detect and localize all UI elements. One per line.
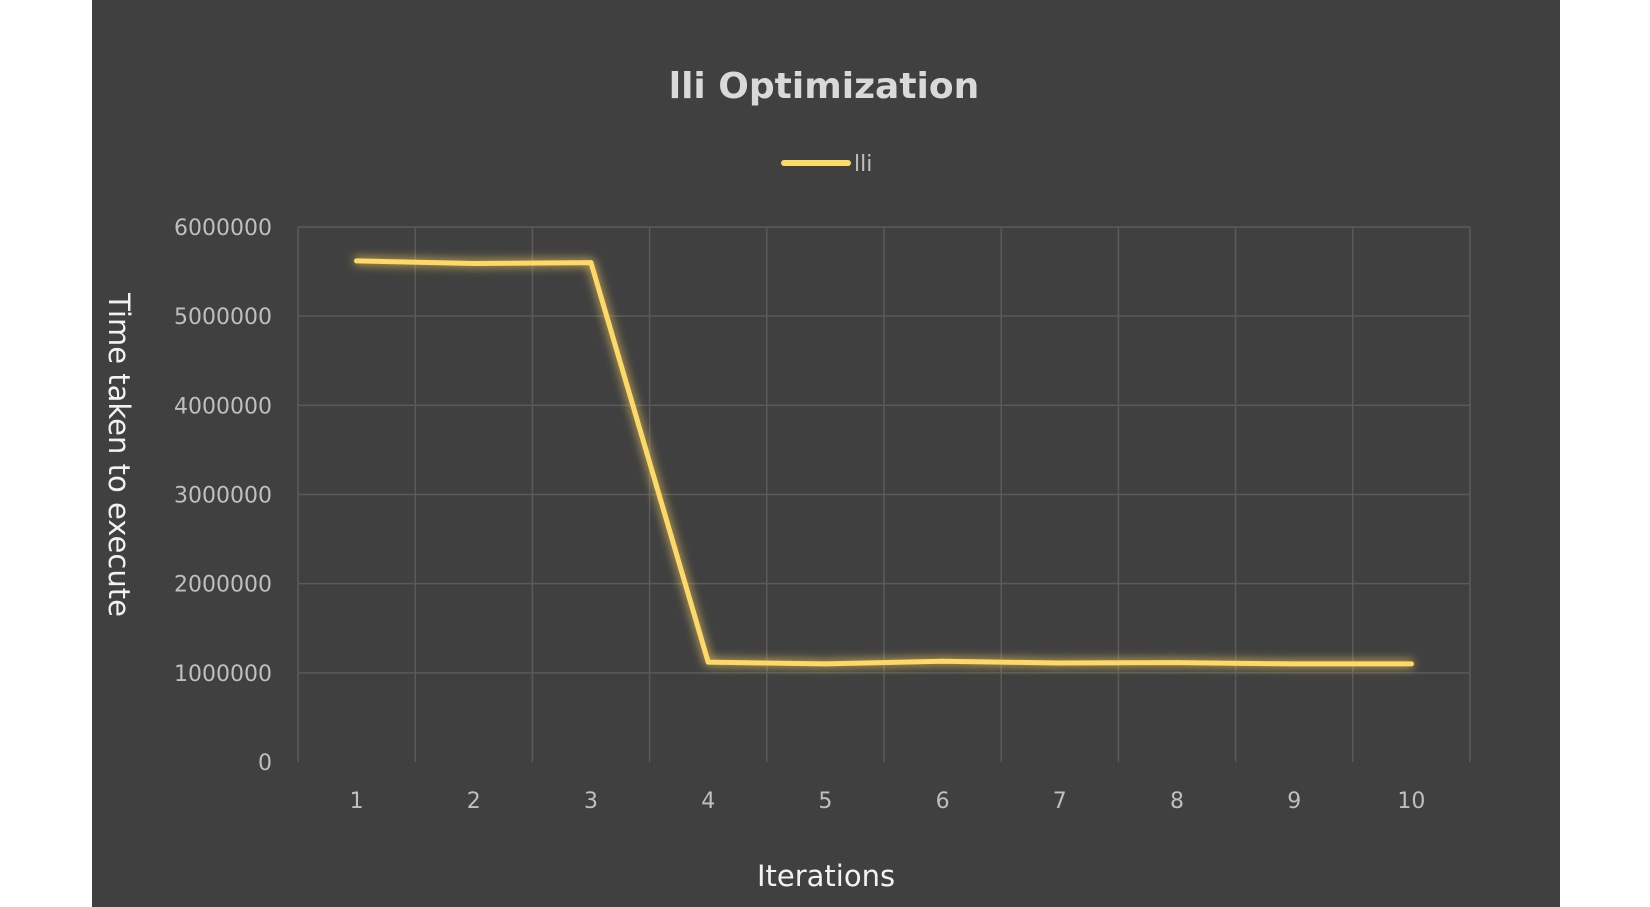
data-point-5 <box>822 661 828 667</box>
x-axis-title: Iterations <box>757 859 895 893</box>
y-tick-label-5: 5000000 <box>174 305 272 330</box>
data-point-10 <box>1408 661 1414 667</box>
x-tick-label-6: 7 <box>1053 789 1067 814</box>
y-axis-ticks: 0 1000000 2000000 3000000 4000000 5000000 6000… <box>174 216 272 776</box>
data-point-1 <box>354 258 360 264</box>
y-tick-label-6: 6000000 <box>174 216 272 241</box>
data-point-4 <box>705 659 711 665</box>
data-point-6 <box>940 658 946 664</box>
legend-label: lli <box>854 152 872 177</box>
x-tick-label-4: 5 <box>818 789 832 814</box>
data-point-8 <box>1174 660 1180 666</box>
y-tick-label-3: 3000000 <box>174 484 272 509</box>
x-tick-label-5: 6 <box>936 789 950 814</box>
chart-panel <box>92 0 1560 907</box>
y-tick-label-0: 0 <box>258 751 272 776</box>
data-point-3 <box>588 260 594 266</box>
y-tick-label-4: 4000000 <box>174 394 272 419</box>
gridlines <box>297 226 1471 762</box>
data-point-7 <box>1057 660 1063 666</box>
x-tick-label-0: 1 <box>350 789 364 814</box>
x-tick-label-3: 4 <box>701 789 715 814</box>
series-line-0 <box>354 258 1414 667</box>
x-tick-label-1: 2 <box>467 789 481 814</box>
x-axis-ticks: 1 2 3 4 5 6 7 8 9 10 <box>350 789 1426 814</box>
x-tick-label-8: 9 <box>1287 789 1301 814</box>
y-tick-label-2: 2000000 <box>174 573 272 598</box>
series-lli <box>354 258 1414 667</box>
y-tick-label-1: 1000000 <box>174 662 272 687</box>
x-tick-label-9: 10 <box>1397 789 1425 814</box>
data-point-9 <box>1291 661 1297 667</box>
x-tick-label-7: 8 <box>1170 789 1184 814</box>
x-tick-label-2: 3 <box>584 789 598 814</box>
chart-title: lli Optimization <box>669 66 979 107</box>
data-point-2 <box>471 261 477 267</box>
y-axis-title: Time taken to execute <box>102 292 136 617</box>
